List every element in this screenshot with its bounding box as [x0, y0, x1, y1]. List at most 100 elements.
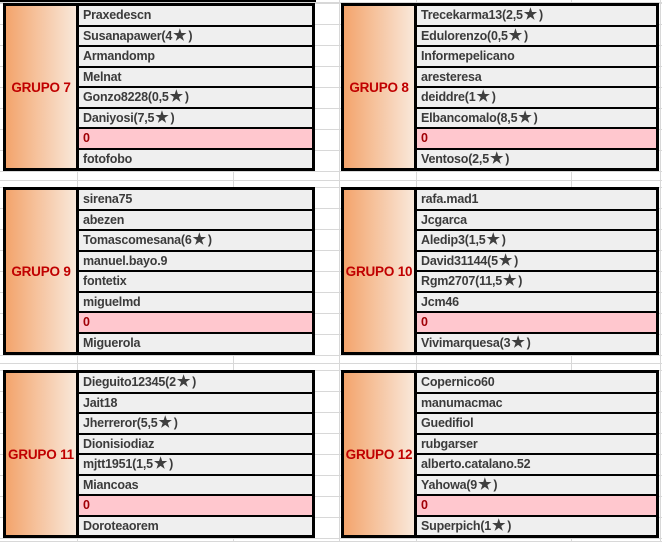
gridline [0, 538, 662, 539]
zero-cell[interactable]: 0 [79, 129, 312, 150]
member-cell[interactable]: Edulorenzo(0,5 ★) [417, 26, 656, 47]
member-cell[interactable]: Yahowa(9 ★) [417, 475, 656, 496]
star-icon: ★ [498, 251, 513, 269]
member-cell[interactable]: Superpich(1 ★) [417, 516, 656, 535]
member-cell[interactable]: Susanapawer(4 ★) [79, 26, 312, 47]
zero-value: 0 [421, 131, 428, 146]
member-cell[interactable]: Melnat [79, 67, 312, 88]
member-name: Doroteaorem [83, 518, 159, 533]
member-cell[interactable]: Elbancomalo(8,5 ★) [417, 108, 656, 129]
group-label-cell-grupo-7[interactable]: GRUPO 7 [6, 6, 79, 168]
member-cell[interactable]: Dieguito12345(2 ★) [79, 373, 312, 394]
member-cell[interactable]: Ventoso(2,5 ★) [417, 149, 656, 168]
member-name: Praxedescn [83, 8, 152, 23]
member-cell[interactable]: David31144(5 ★) [417, 251, 656, 272]
member-cell[interactable]: miguelmd [79, 292, 312, 313]
member-cell[interactable]: rafa.mad1 [417, 190, 656, 211]
members-column: Copernico60 manumacmac Guedifiol rubgarser a… [417, 373, 656, 535]
zero-value: 0 [421, 498, 428, 513]
member-name: Dieguito12345(2 ★) [83, 373, 197, 391]
zero-cell[interactable]: 0 [79, 313, 312, 334]
member-cell[interactable]: Dionisiodiaz [79, 434, 312, 455]
member-name: Miancoas [83, 477, 139, 492]
member-cell[interactable]: Guedifiol [417, 414, 656, 435]
member-cell[interactable]: Copernico60 [417, 373, 656, 394]
member-cell[interactable]: Vivimarquesa(3 ★) [417, 333, 656, 352]
gridline [0, 496, 662, 497]
group-label-cell-grupo-12[interactable]: GRUPO 12 [344, 373, 417, 535]
member-name: abezen [83, 212, 125, 227]
member-cell[interactable]: mjtt1951(1,5 ★) [79, 455, 312, 476]
member-cell[interactable]: sirena75 [79, 190, 312, 211]
gridline [0, 334, 662, 335]
member-cell[interactable]: Daniyosi(7,5 ★) [79, 108, 312, 129]
member-cell[interactable]: Aledip3(1,5 ★) [417, 231, 656, 252]
member-name: Informepelicano [421, 49, 515, 64]
member-name: Vivimarquesa(3 ★) [421, 333, 531, 351]
member-name: Aledip3(1,5 ★) [421, 231, 506, 249]
member-cell[interactable]: Gonzo8228(0,5 ★) [79, 88, 312, 109]
zero-value: 0 [83, 498, 90, 513]
zero-value: 0 [83, 131, 90, 146]
star-icon: ★ [476, 88, 490, 106]
star-icon: ★ [173, 26, 187, 44]
member-name: rafa.mad1 [421, 192, 479, 207]
member-cell[interactable]: deiddre(1 ★) [417, 88, 656, 109]
gridline [0, 45, 662, 46]
member-cell[interactable]: Jcm46 [417, 292, 656, 313]
member-name: miguelmd [83, 294, 141, 309]
member-cell[interactable]: manuel.bayo.9 [79, 251, 312, 272]
group-label: GRUPO 7 [11, 79, 71, 95]
member-cell[interactable]: alberto.catalano.52 [417, 455, 656, 476]
gridline [0, 66, 662, 67]
member-cell[interactable]: Armandomp [79, 47, 312, 68]
zero-cell[interactable]: 0 [79, 496, 312, 517]
zero-cell[interactable]: 0 [417, 313, 656, 334]
member-cell[interactable]: Tomascomesana(6 ★) [79, 231, 312, 252]
group-label: GRUPO 12 [345, 446, 413, 462]
member-cell[interactable]: rubgarser [417, 434, 656, 455]
member-name: Edulorenzo(0,5 ★) [421, 26, 529, 44]
member-cell[interactable]: Trecekarma13(2,5 ★) [417, 6, 656, 27]
star-icon: ★ [511, 333, 525, 351]
member-cell[interactable]: fotofobo [79, 149, 312, 168]
member-cell[interactable]: fontetix [79, 272, 312, 293]
member-cell[interactable]: Doroteaorem [79, 516, 312, 535]
zero-value: 0 [421, 315, 428, 330]
member-name: fotofobo [83, 151, 133, 166]
zero-cell[interactable]: 0 [417, 129, 656, 150]
group-label-cell-grupo-9[interactable]: GRUPO 9 [6, 190, 79, 352]
gridline [0, 250, 662, 251]
member-cell[interactable]: Jait18 [79, 393, 312, 414]
member-cell[interactable]: Rgm2707(11,5 ★) [417, 272, 656, 293]
member-cell[interactable]: Miguerola [79, 333, 312, 352]
star-icon: ★ [508, 26, 523, 44]
member-cell[interactable]: Informepelicano [417, 47, 656, 68]
gridline [0, 412, 662, 413]
member-name: Melnat [83, 69, 122, 84]
member-cell[interactable]: Praxedescn [79, 6, 312, 27]
member-name: fontetix [83, 274, 127, 289]
member-name: mjtt1951(1,5 ★) [83, 455, 174, 473]
gridline [0, 517, 662, 518]
member-name: aresteresa [421, 69, 482, 84]
member-name: Jait18 [83, 395, 118, 410]
member-name: Rgm2707(11,5 ★) [421, 272, 523, 290]
members-column: sirena75 abezen Tomascomesana(6 ★) manuel.ba… [79, 190, 312, 352]
gridline [0, 433, 662, 434]
star-icon: ★ [192, 231, 206, 249]
member-cell[interactable]: aresteresa [417, 67, 656, 88]
group-label-cell-grupo-8[interactable]: GRUPO 8 [344, 6, 417, 168]
members-column: rafa.mad1 Jcgarca Aledip3(1,5 ★) David31144(… [417, 190, 656, 352]
member-cell[interactable]: manumacmac [417, 393, 656, 414]
star-icon: ★ [169, 88, 183, 106]
gridline [0, 363, 662, 364]
zero-cell[interactable]: 0 [417, 496, 656, 517]
member-cell[interactable]: abezen [79, 210, 312, 231]
member-cell[interactable]: Jcgarca [417, 210, 656, 231]
member-cell[interactable]: Jherreror(5,5 ★) [79, 414, 312, 435]
group-label-cell-grupo-10[interactable]: GRUPO 10 [344, 190, 417, 352]
group-label-cell-grupo-11[interactable]: GRUPO 11 [6, 373, 79, 535]
member-name: manumacmac [421, 395, 503, 410]
member-cell[interactable]: Miancoas [79, 475, 312, 496]
